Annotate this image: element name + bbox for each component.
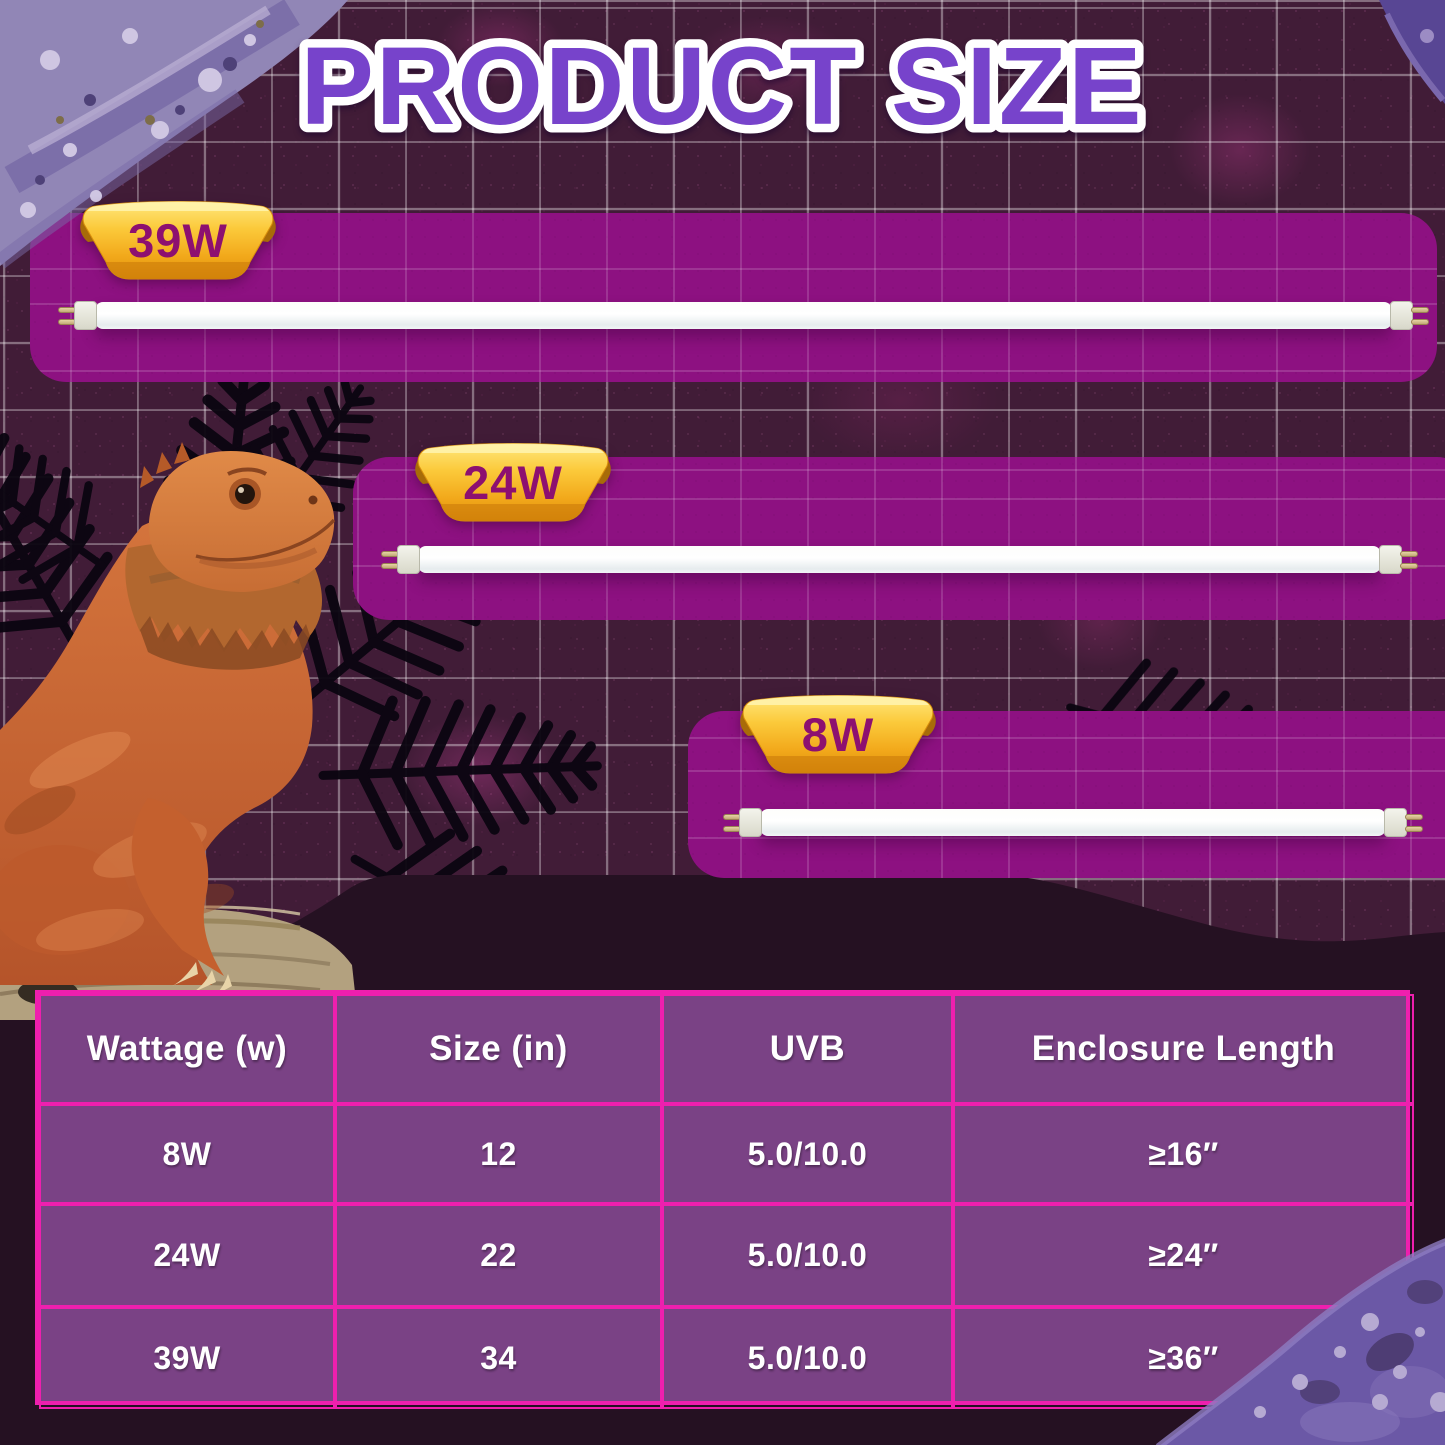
table-cell: 24W — [39, 1204, 335, 1307]
lizard-head-spikes — [140, 442, 190, 488]
tube-endcap — [1379, 545, 1402, 574]
rock-decoration-bottom-right — [1155, 1238, 1445, 1445]
wattage-badge-label: 8W — [801, 708, 875, 761]
tube-endcap — [1390, 301, 1413, 330]
tube-glass — [418, 546, 1381, 573]
table-cell: 39W — [39, 1307, 335, 1409]
fluorescent-tube-24w — [381, 545, 1418, 574]
page-title: PRODUCT SIZE — [301, 25, 1144, 148]
table-cell: 12 — [335, 1104, 662, 1204]
tube-pin — [1405, 826, 1423, 832]
lizard-head — [148, 451, 335, 592]
table-header-enclosure: Enclosure Length — [953, 994, 1414, 1104]
tube-pin — [1400, 563, 1418, 569]
wattage-badge-label: 39W — [128, 214, 228, 267]
fluorescent-tube-39w — [58, 301, 1429, 330]
tube-endcap — [74, 301, 97, 330]
table-cell: 34 — [335, 1307, 662, 1409]
tube-pin — [1405, 814, 1423, 820]
wattage-badge-label: 24W — [463, 456, 563, 509]
fluorescent-tube-8w — [723, 808, 1423, 837]
table-header-wattage: Wattage (w) — [39, 994, 335, 1104]
table-cell: 8W — [39, 1104, 335, 1204]
table-cell: 22 — [335, 1204, 662, 1307]
tube-glass — [760, 809, 1386, 836]
table-header-size: Size (in) — [335, 994, 662, 1104]
lizard-nostril — [308, 495, 318, 505]
wattage-badge-8w: 8W — [738, 692, 938, 776]
gold-ribbon-icon — [415, 443, 611, 522]
tube-endcap — [1384, 808, 1407, 837]
title-banner: PRODUCT SIZE — [292, 17, 1150, 157]
lizard-eye — [235, 484, 255, 504]
tube-pin — [1411, 307, 1429, 313]
table-header-uvb: UVB — [662, 994, 953, 1104]
rock-decoration-top-right — [1379, 0, 1445, 104]
wattage-badge-39w: 39W — [78, 198, 278, 282]
table-cell: 5.0/10.0 — [662, 1204, 953, 1307]
table-cell: ≥16″ — [953, 1104, 1414, 1204]
tube-pin — [1400, 551, 1418, 557]
gold-ribbon-icon — [80, 201, 276, 280]
rock-decoration-top-left — [0, 0, 348, 269]
tube-endcap — [739, 808, 762, 837]
table-cell: 5.0/10.0 — [662, 1307, 953, 1409]
bearded-dragon-illustration — [0, 442, 358, 1020]
tube-glass — [95, 302, 1392, 329]
tube-pin — [1411, 319, 1429, 325]
wattage-badge-24w: 24W — [413, 440, 613, 524]
table-cell: 5.0/10.0 — [662, 1104, 953, 1204]
gold-ribbon-icon — [740, 695, 936, 774]
tube-endcap — [397, 545, 420, 574]
